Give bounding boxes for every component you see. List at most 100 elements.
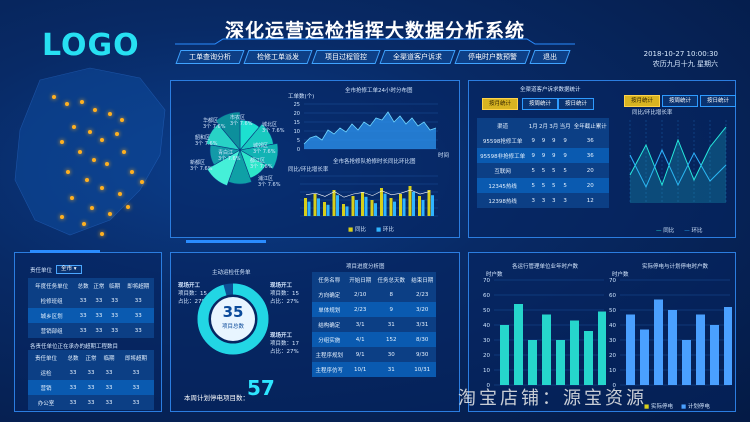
table-cell: 33 bbox=[134, 297, 142, 304]
bar bbox=[598, 311, 606, 385]
tab-project-control[interactable]: 项目过程管控 bbox=[311, 50, 381, 64]
map-point bbox=[70, 196, 74, 200]
axis-tick: 10 bbox=[609, 368, 616, 374]
btn-daily[interactable]: 按日统计 bbox=[558, 98, 595, 110]
task-table: 年度任务单位 总数 正常 临期 即将超期 检修班组 33 33 33 33 城乡区划 33 33 33 3… bbox=[28, 278, 154, 338]
overdue-table: 责任单位 总数 正常 临期 即将超期 运检 33 33 33 33 营销 33 33 33 33 办公室 33… bbox=[28, 350, 154, 410]
series-mom bbox=[629, 148, 727, 189]
table-cell: 152 bbox=[385, 336, 397, 343]
table-row: 互联网 5 5 5 5 20 bbox=[477, 163, 609, 178]
table-row: 12398热线 3 3 3 3 12 bbox=[477, 193, 609, 208]
page-title: 深化运营运检指挥大数据分析系统 bbox=[224, 20, 525, 42]
table-cell: 9 bbox=[541, 152, 546, 159]
bar-mom bbox=[364, 196, 368, 216]
table-row: 单体规划 2/23 9 3/20 bbox=[312, 302, 436, 317]
table-cell: 10/31 bbox=[414, 366, 431, 373]
column-header: 总数 bbox=[77, 283, 89, 290]
table-cell: 2/23 bbox=[354, 306, 367, 313]
trend-legend: — 同比 — 环比 bbox=[656, 226, 703, 234]
table-row: 主程序仿写 10/1 31 10/31 bbox=[312, 362, 436, 377]
table-header: 任务名称 开始日期 任务总天数 结束日期 bbox=[312, 272, 436, 287]
axis-tick: 20 bbox=[483, 353, 490, 359]
pie-slice bbox=[206, 149, 241, 187]
column-header: 责任单位 bbox=[34, 355, 57, 362]
table-cell: 9/1 bbox=[355, 351, 365, 358]
donut-right-label: 现场开工 项目数：15 占比：27% bbox=[270, 283, 299, 305]
axis-tick: 20 bbox=[294, 111, 300, 117]
table-cell: 33 bbox=[132, 369, 140, 376]
table-cell: 33 bbox=[105, 384, 113, 391]
btn-monthly[interactable]: 按月统计 bbox=[482, 98, 519, 110]
table-cell: 33 bbox=[105, 399, 113, 406]
column-header: 结束日期 bbox=[411, 277, 434, 284]
table-cell: 结构确定 bbox=[318, 322, 341, 329]
table-cell: 检修班组 bbox=[40, 298, 63, 305]
tab-outage-warning[interactable]: 停电时户数预警 bbox=[454, 50, 531, 64]
table-cell: 31 bbox=[387, 366, 395, 373]
panel-task-units bbox=[14, 252, 162, 412]
table-cell: 95598非抢修工单 bbox=[480, 153, 526, 160]
tab-maintenance-dispatch[interactable]: 检修工单派发 bbox=[243, 50, 313, 64]
bar1-ylabel: 时户数 bbox=[486, 272, 503, 278]
column-header: 临期 bbox=[103, 355, 115, 362]
axis-tick: 70 bbox=[483, 278, 490, 284]
bar-mom bbox=[421, 200, 425, 216]
table-cell: 33 bbox=[87, 369, 95, 376]
table-cell: 9/30 bbox=[416, 351, 429, 358]
axis-tick: 0 bbox=[613, 383, 617, 389]
axis-tick: 10 bbox=[294, 129, 300, 135]
btn-radar-weekly[interactable]: 按周统计 bbox=[662, 95, 699, 107]
bar-mom bbox=[307, 201, 311, 216]
map-point bbox=[100, 138, 104, 142]
table-cell: 2/23 bbox=[416, 291, 429, 298]
column-header: 正常 bbox=[93, 283, 105, 290]
table-cell: 分组实施 bbox=[318, 337, 341, 344]
btn-radar-daily[interactable]: 按日统计 bbox=[700, 95, 737, 107]
area-fill bbox=[304, 112, 436, 149]
table-row: 结构确定 3/1 31 3/31 bbox=[312, 317, 436, 332]
bar bbox=[542, 314, 551, 385]
table-row: 95598非抢修工单 9 9 9 9 36 bbox=[477, 148, 609, 163]
table-cell: 2/10 bbox=[354, 291, 367, 298]
tab-exit[interactable]: 退出 bbox=[529, 50, 571, 64]
bar-yoy bbox=[304, 198, 307, 216]
legend-planned: ■ 计划停电 bbox=[680, 404, 710, 410]
table-cell: 5 bbox=[541, 167, 546, 174]
map-point bbox=[60, 140, 64, 144]
table-cell: 3/20 bbox=[416, 306, 429, 313]
map-point bbox=[90, 206, 94, 210]
btn-weekly[interactable]: 按周统计 bbox=[522, 98, 559, 110]
legend-trend-yoy: — 同比 bbox=[656, 228, 675, 234]
tab-work-order-query[interactable]: 工单查询分析 bbox=[175, 50, 245, 64]
column-header: 渠道 bbox=[497, 123, 509, 130]
map-point bbox=[100, 232, 104, 236]
btn-radar-monthly[interactable]: 按月统计 bbox=[624, 95, 661, 107]
column-header: 全年截止累计 bbox=[573, 123, 607, 130]
table-cell: 5 bbox=[531, 167, 536, 174]
china-map bbox=[14, 67, 166, 236]
table-cell: 9 bbox=[531, 152, 536, 159]
axis-tick: 5 bbox=[297, 138, 300, 144]
table-cell: 33 bbox=[95, 312, 103, 319]
bar bbox=[654, 299, 663, 385]
pie-slice bbox=[215, 111, 241, 151]
legend-trend-mom: — 环比 bbox=[684, 228, 703, 234]
area-line bbox=[303, 111, 437, 145]
map-point bbox=[88, 130, 92, 134]
unit-select[interactable]: 全市 ▾ bbox=[56, 265, 82, 274]
table-cell: 36 bbox=[586, 137, 594, 144]
column-header: 即将超期 bbox=[124, 355, 147, 362]
axis-tick: 20 bbox=[609, 353, 616, 359]
tab-customer-requests[interactable]: 全渠道客户诉求 bbox=[379, 50, 456, 64]
lunar-text: 农历九月十九 星期六 bbox=[652, 60, 718, 68]
table-cell: 5 bbox=[563, 182, 567, 189]
bar-yoy bbox=[342, 204, 345, 216]
table-cell: 33 bbox=[105, 369, 113, 376]
datetime: 2018-10-27 10:00:30 农历九月十九 星期六 bbox=[644, 49, 718, 69]
table-cell: 主程序规划 bbox=[315, 352, 343, 359]
table-cell: 3 bbox=[563, 197, 567, 204]
map-point bbox=[80, 100, 84, 104]
table-cell: 33 bbox=[132, 399, 140, 406]
axis-tick: 30 bbox=[483, 338, 490, 344]
axis-tick: 25 bbox=[294, 102, 300, 108]
